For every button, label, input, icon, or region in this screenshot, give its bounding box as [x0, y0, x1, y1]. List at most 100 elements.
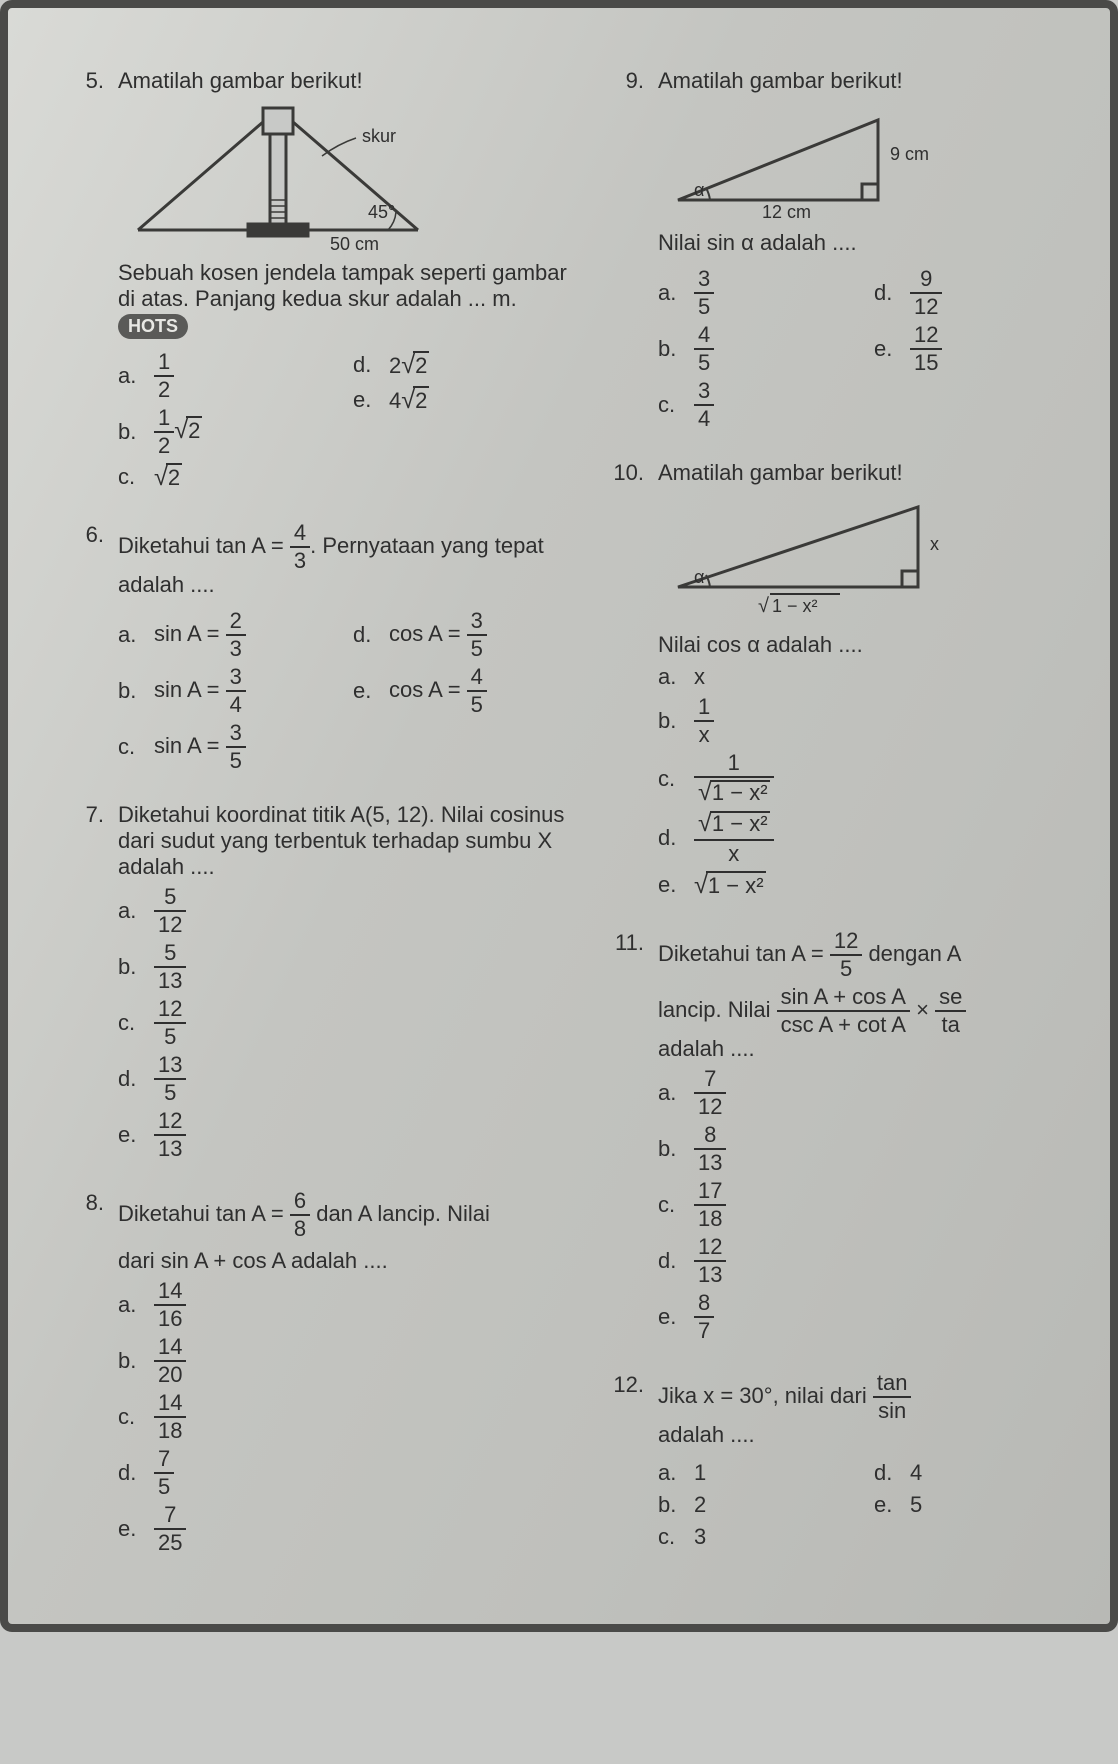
question-10: 10. Amatilah gambar berikut! α x — [608, 460, 1070, 906]
option-b: b.sin A = 34 — [118, 666, 333, 716]
prompt-text: Amatilah gambar berikut! — [118, 68, 568, 94]
question-body: Amatilah gambar berikut! α x √ — [658, 460, 1070, 906]
left-column: 5. Amatilah gambar berikut! — [68, 68, 568, 1584]
prompt-text: Jika x = 30°, nilai dari tansin — [658, 1372, 1070, 1422]
option-b: b. 12√2 — [118, 407, 333, 457]
question-number: 9. — [608, 68, 644, 436]
prompt-line-2: adalah .... — [658, 1422, 1070, 1448]
option-a: a.1416 — [118, 1280, 568, 1330]
option-b: b.813 — [658, 1124, 1070, 1174]
question-7: 7. Diketahui koordinat titik A(5, 12). N… — [68, 802, 568, 1166]
question-text: Nilai cos α adalah .... — [658, 632, 1070, 658]
question-body: Diketahui tan A = 68 dan A lancip. Nilai… — [118, 1190, 568, 1560]
base-label: 1 − x² — [772, 596, 818, 616]
prompt-line-2: lancip. Nilai sin A + cos Acsc A + cot A… — [658, 986, 1070, 1036]
prompt-text: Amatilah gambar berikut! — [658, 68, 1070, 94]
base-label: 12 cm — [762, 202, 811, 220]
height-label: x — [930, 534, 939, 554]
options: a. 12 b. 12√2 c. √2 — [118, 345, 568, 498]
question-12: 12. Jika x = 30°, nilai dari tansin adal… — [608, 1372, 1070, 1556]
option-a: a.sin A = 23 — [118, 610, 333, 660]
option-d: d. 2√2 — [353, 351, 568, 380]
option-e: e.cos A = 45 — [353, 666, 568, 716]
prompt-text: Amatilah gambar berikut! — [658, 460, 1070, 486]
question-11: 11. Diketahui tan A = 125 dengan A lanci… — [608, 930, 1070, 1348]
option-b: b.1420 — [118, 1336, 568, 1386]
skur-label: skur — [362, 126, 396, 146]
hots-badge: HOTS — [118, 314, 188, 339]
question-number: 10. — [608, 460, 644, 906]
option-c: c.3 — [658, 1524, 854, 1550]
right-triangle-x-diagram: α x √ 1 − x² — [658, 492, 1070, 622]
options: a.1416 b.1420 c.1418 d.75 e.725 — [118, 1280, 568, 1554]
angle-label: 45° — [368, 202, 395, 222]
question-text: Sebuah kosen jendela tampak seperti gamb… — [118, 260, 568, 339]
option-c: c.125 — [118, 998, 568, 1048]
right-triangle-diagram: α 12 cm 9 cm — [658, 100, 1070, 220]
option-c: c.34 — [658, 380, 854, 430]
option-e: e. 4√2 — [353, 386, 568, 415]
height-label: 9 cm — [890, 144, 929, 164]
question-number: 6. — [68, 522, 104, 778]
option-e: e.725 — [118, 1504, 568, 1554]
options: a.512 b.513 c.125 d.135 e.1213 — [118, 886, 568, 1160]
option-c: c.sin A = 35 — [118, 722, 333, 772]
option-a: a. 12 — [118, 351, 333, 401]
option-c: c.1√1 − x² — [658, 752, 1070, 805]
option-b: b.513 — [118, 942, 568, 992]
option-c: c. √2 — [118, 463, 333, 492]
angle-label: α — [694, 567, 704, 587]
question-body: Jika x = 30°, nilai dari tansin adalah .… — [658, 1372, 1070, 1556]
prompt-text: Diketahui koordinat titik A(5, 12). Nila… — [118, 802, 568, 880]
prompt-text: Diketahui tan A = 68 dan A lancip. Nilai — [118, 1190, 568, 1240]
option-a: a.35 — [658, 268, 854, 318]
question-body: Amatilah gambar berikut! — [118, 68, 568, 498]
prompt-text-2: dari sin A + cos A adalah .... — [118, 1248, 568, 1274]
options: a.sin A = 23 b.sin A = 34 c.sin A = 35 d… — [118, 604, 568, 778]
right-column: 9. Amatilah gambar berikut! α 12 cm — [608, 68, 1070, 1584]
two-columns: 5. Amatilah gambar berikut! — [68, 68, 1070, 1584]
option-d: d.1213 — [658, 1236, 1070, 1286]
option-a: a.1 — [658, 1460, 854, 1486]
option-d: d.4 — [874, 1460, 1070, 1486]
question-number: 12. — [608, 1372, 644, 1556]
option-b: b.1x — [658, 696, 1070, 746]
question-text: Nilai sin α adalah .... — [658, 230, 1070, 256]
svg-text:√: √ — [758, 595, 769, 617]
option-e: e.√1 − x² — [658, 871, 1070, 900]
question-body: Amatilah gambar berikut! α 12 cm 9 cm — [658, 68, 1070, 436]
option-b: b.45 — [658, 324, 854, 374]
option-b: b.2 — [658, 1492, 854, 1518]
option-a: a.712 — [658, 1068, 1070, 1118]
option-d: d.cos A = 35 — [353, 610, 568, 660]
option-a: a.512 — [118, 886, 568, 936]
question-body: Diketahui koordinat titik A(5, 12). Nila… — [118, 802, 568, 1166]
option-e: e.1213 — [118, 1110, 568, 1160]
option-d: d.√1 − x²x — [658, 811, 1070, 864]
question-number: 5. — [68, 68, 104, 498]
prompt-text: Diketahui tan A = 43. Pernyataan yang te… — [118, 522, 568, 598]
question-number: 11. — [608, 930, 644, 1348]
question-number: 8. — [68, 1190, 104, 1560]
question-5: 5. Amatilah gambar berikut! — [68, 68, 568, 498]
options: a.35 b.45 c.34 d.912 e.1215 — [658, 262, 1070, 436]
question-6: 6. Diketahui tan A = 43. Pernyataan yang… — [68, 522, 568, 778]
option-d: d.135 — [118, 1054, 568, 1104]
question-body: Diketahui tan A = 43. Pernyataan yang te… — [118, 522, 568, 778]
option-d: d.912 — [874, 268, 1070, 318]
option-e: e.87 — [658, 1292, 1070, 1342]
base-label: 50 cm — [330, 234, 379, 250]
option-e: e.1215 — [874, 324, 1070, 374]
question-body: Diketahui tan A = 125 dengan A lancip. N… — [658, 930, 1070, 1348]
options: a.1 b.2 c.3 d.4 e.5 — [658, 1454, 1070, 1556]
window-frame-diagram: skur 45° 50 cm — [118, 100, 568, 250]
question-number: 7. — [68, 802, 104, 1166]
option-c: c.1418 — [118, 1392, 568, 1442]
prompt-text: Diketahui tan A = 125 dengan A — [658, 930, 1070, 980]
options: a.x b.1x c.1√1 − x² d.√1 − x²x e.√1 − x² — [658, 664, 1070, 900]
exam-page: 5. Amatilah gambar berikut! — [0, 0, 1118, 1632]
question-8: 8. Diketahui tan A = 68 dan A lancip. Ni… — [68, 1190, 568, 1560]
prompt-line-3: adalah .... — [658, 1036, 1070, 1062]
question-9: 9. Amatilah gambar berikut! α 12 cm — [608, 68, 1070, 436]
options: a.712 b.813 c.1718 d.1213 e.87 — [658, 1068, 1070, 1342]
